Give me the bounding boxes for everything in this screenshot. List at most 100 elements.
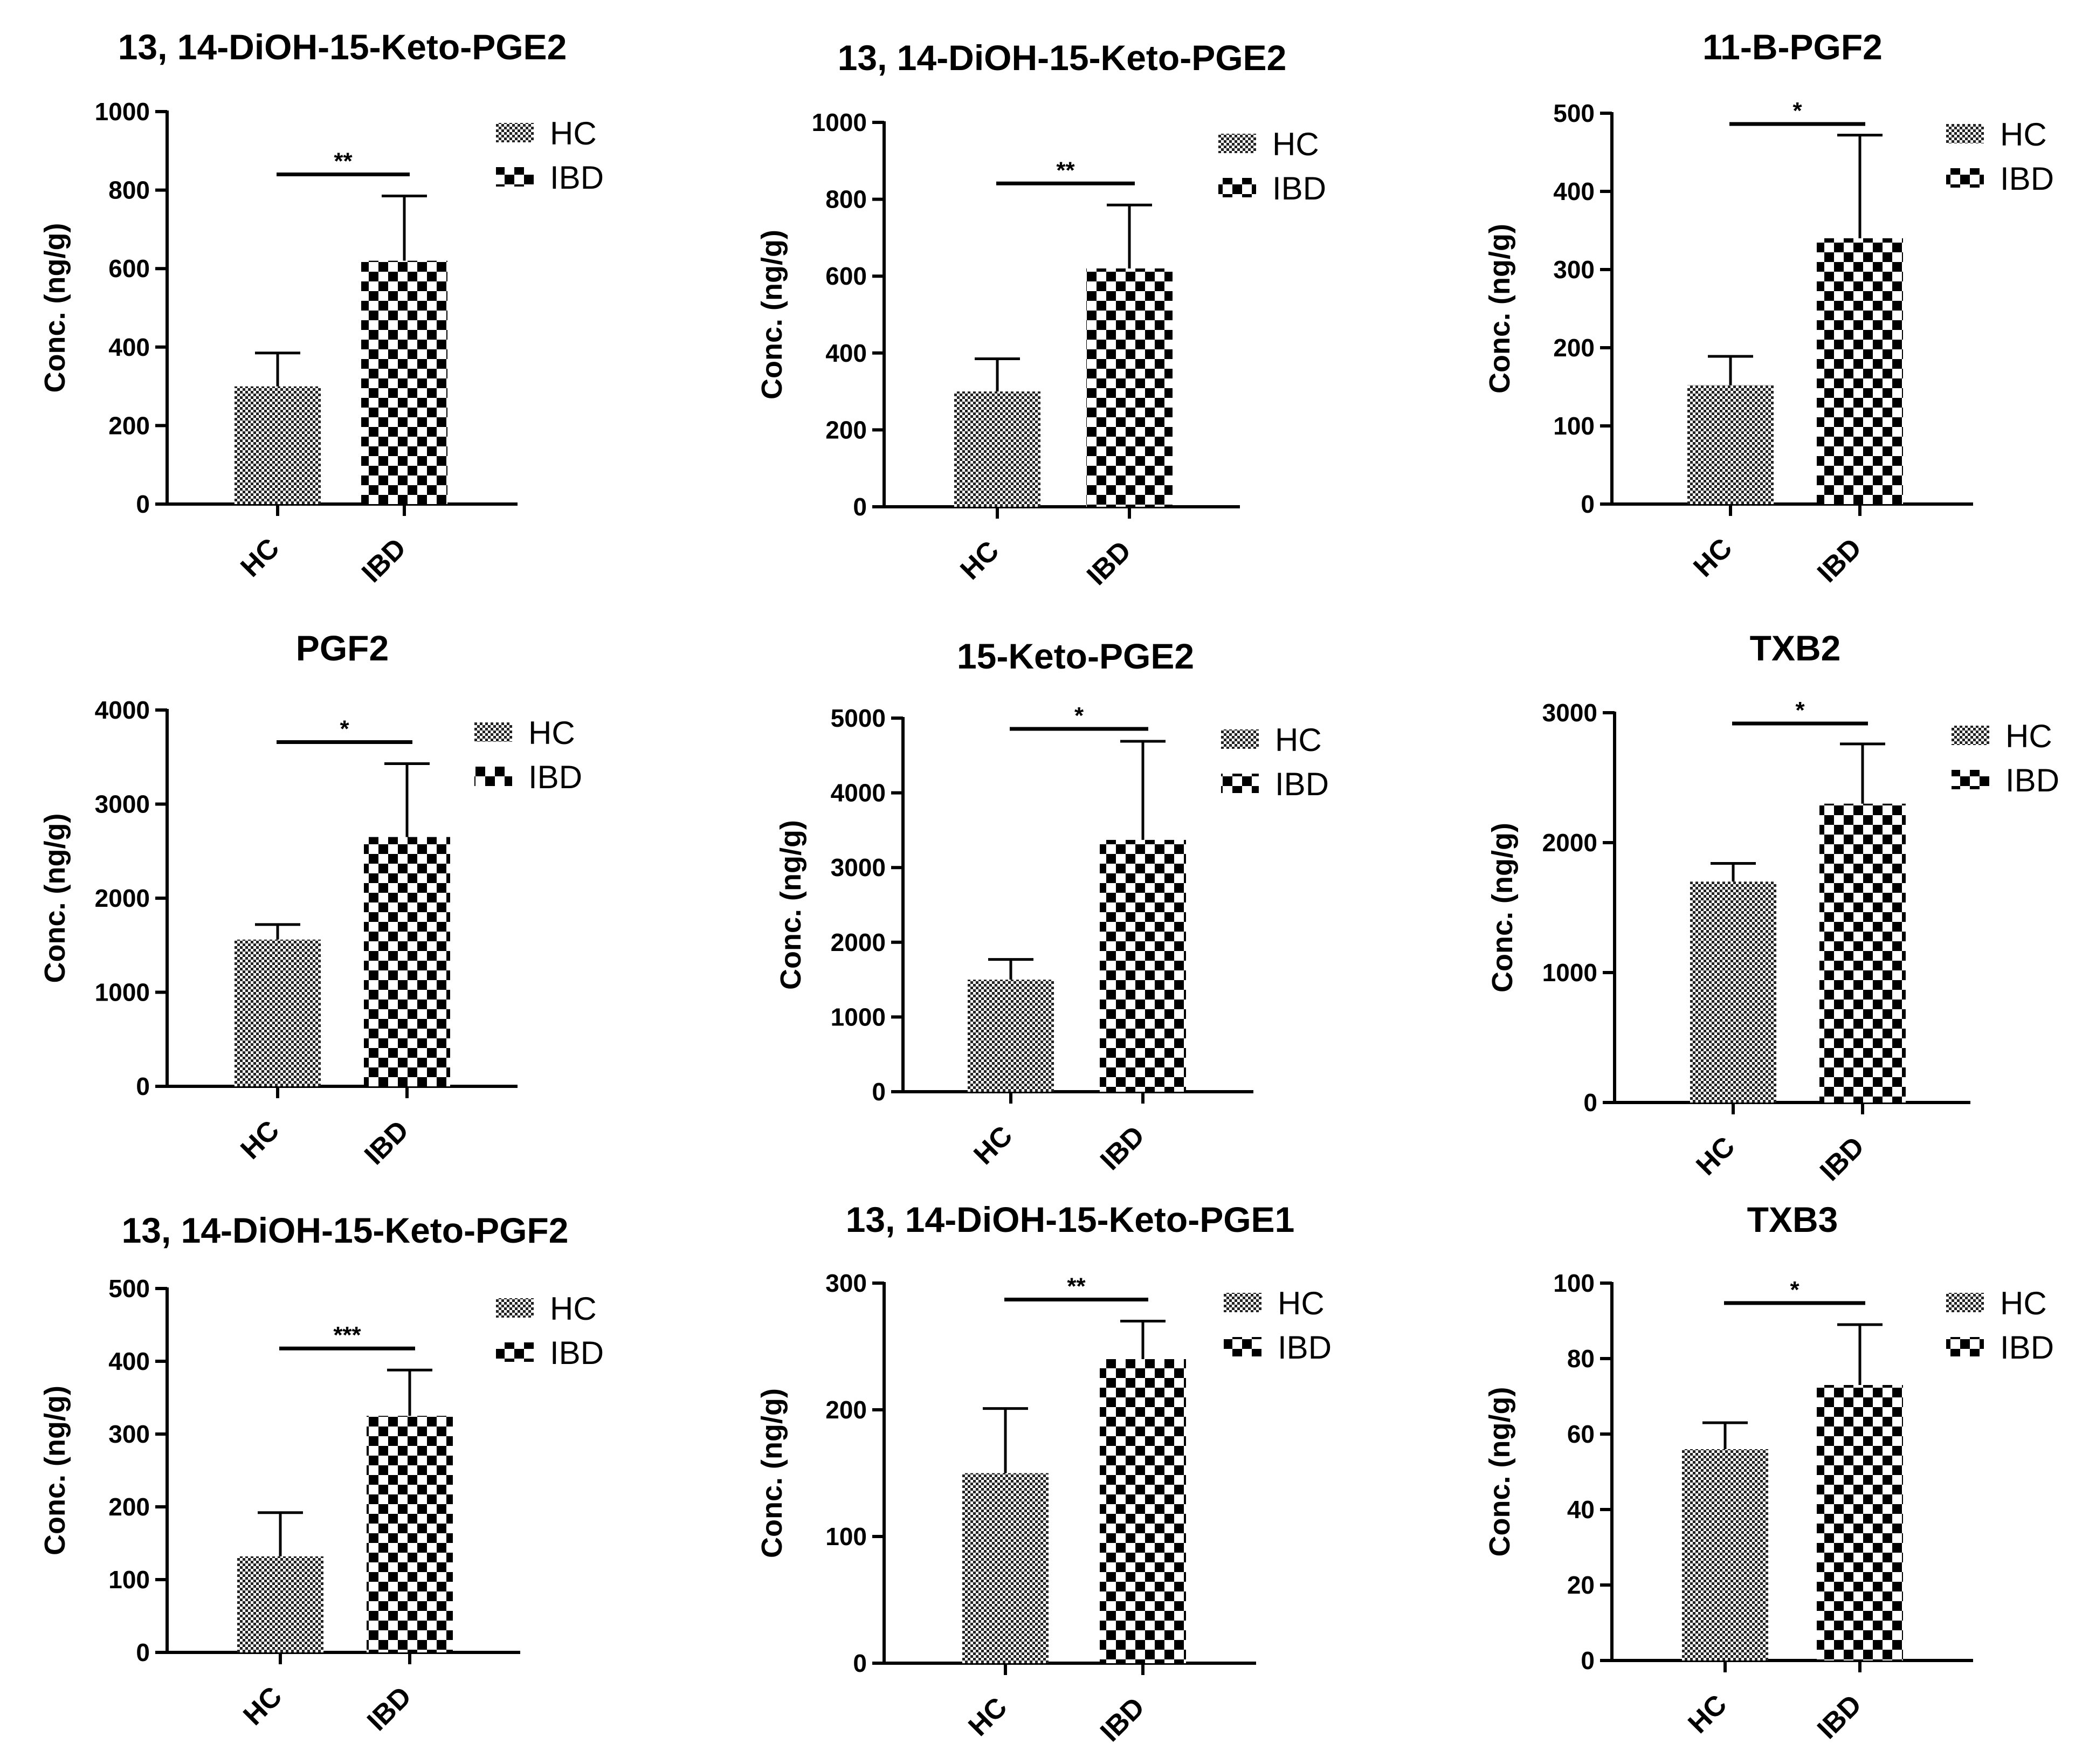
y-axis-label: Conc. (ng/g): [1486, 823, 1519, 993]
chart-panel-2: 13, 14-DiOH-15-Keto-PGE2 0 200 400 600 800 100…: [756, 38, 1326, 591]
chart-title: 15-Keto-PGE2: [957, 636, 1194, 676]
bar-hc: [968, 980, 1054, 1092]
chart-title: 11-B-PGF2: [1702, 27, 1883, 67]
significance-label: *: [340, 715, 349, 742]
legend-swatch-ibd: [1224, 1337, 1261, 1356]
legend-swatch-hc: [1946, 1293, 1984, 1312]
x-tick-label: IBD: [1094, 1691, 1150, 1747]
y-tick-label: 300: [108, 1420, 150, 1448]
x-tick-label: HC: [237, 1680, 288, 1731]
significance-label: ***: [333, 1322, 361, 1348]
legend-label-hc: HC: [528, 715, 575, 751]
x-tick-label: HC: [968, 1120, 1018, 1170]
chart-panel-8: 13, 14-DiOH-15-Keto-PGE1 0 100 200 300 Conc. …: [756, 1200, 1332, 1748]
y-tick-label: 20: [1567, 1571, 1595, 1599]
y-axis-label: Conc. (ng/g): [39, 1386, 71, 1555]
legend-swatch-hc: [1221, 729, 1259, 749]
y-axis-label: Conc. (ng/g): [756, 230, 788, 399]
y-tick-label: 500: [108, 1274, 150, 1303]
x-tick-label: HC: [1682, 1689, 1733, 1739]
legend-label-ibd: IBD: [550, 160, 604, 196]
y-tick-label: 300: [825, 1269, 867, 1297]
legend-swatch-ibd: [496, 167, 534, 187]
legend-label-ibd: IBD: [1272, 170, 1326, 206]
y-tick-label: 2000: [1542, 829, 1597, 857]
legend-label-hc: HC: [2005, 718, 2052, 754]
x-tick-label: HC: [954, 535, 1005, 585]
y-axis-label: Conc. (ng/g): [39, 814, 71, 983]
chart-title: TXB3: [1747, 1200, 1838, 1239]
legend-swatch-ibd: [1946, 1337, 1984, 1356]
y-tick-label: 1000: [831, 1003, 886, 1031]
legend-swatch-ibd: [1218, 178, 1256, 197]
y-tick-label: 100: [825, 1522, 867, 1551]
legend-swatch-ibd: [1221, 774, 1259, 793]
bar-hc: [237, 1556, 323, 1652]
y-axis-label: Conc. (ng/g): [1484, 1387, 1516, 1557]
chart-panel-1: 13, 14-DiOH-15-Keto-PGE2 0 200 400 600 800 100…: [39, 27, 604, 589]
x-tick-label: IBD: [1811, 532, 1867, 588]
significance-label: **: [1056, 157, 1075, 183]
y-tick-label: 0: [136, 1638, 150, 1666]
x-tick-label: IBD: [356, 532, 412, 588]
x-tick-label: HC: [235, 1114, 285, 1165]
y-tick-label: 0: [872, 1078, 886, 1106]
significance-label: **: [1067, 1273, 1086, 1300]
legend-label-hc: HC: [1278, 1285, 1325, 1321]
y-tick-label: 200: [108, 411, 150, 439]
chart-panel-6: TXB2 0 1000 2000 3000 Conc. (ng/g) HC IBD * HC IBD: [1486, 628, 2059, 1187]
y-tick-label: 100: [1553, 1269, 1595, 1297]
bar-ibd: [1100, 1359, 1186, 1663]
bar-ibd: [1819, 803, 1906, 1102]
legend-swatch-hc: [1952, 726, 1989, 745]
chart-panel-3: 11-B-PGF2 0 100 200 300 400 500 Conc. (ng/g) HC I…: [1484, 27, 2054, 589]
legend-swatch-hc: [1218, 134, 1256, 153]
chart-title: 13, 14-DiOH-15-Keto-PGF2: [122, 1210, 569, 1250]
legend-label-ibd: IBD: [2000, 161, 2054, 197]
bar-hc: [962, 1473, 1049, 1663]
y-axis-label: Conc. (ng/g): [39, 223, 71, 393]
y-tick-label: 100: [108, 1566, 150, 1594]
y-tick-label: 1000: [812, 108, 867, 136]
y-tick-label: 40: [1567, 1496, 1595, 1524]
y-tick-label: 1000: [95, 979, 150, 1007]
y-axis-label: Conc. (ng/g): [756, 1388, 788, 1558]
y-tick-label: 2000: [95, 884, 150, 912]
y-tick-label: 5000: [831, 704, 886, 732]
significance-label: *: [1795, 697, 1805, 723]
x-tick-label: HC: [235, 532, 285, 583]
y-tick-label: 100: [1553, 412, 1595, 440]
x-tick-label: HC: [962, 1691, 1013, 1742]
y-tick-label: 200: [825, 416, 867, 444]
legend-label-hc: HC: [550, 115, 597, 151]
bar-ibd: [1817, 238, 1903, 504]
y-tick-label: 1000: [95, 98, 150, 126]
x-tick-label: HC: [1687, 532, 1738, 583]
y-tick-label: 2000: [831, 928, 886, 956]
legend-swatch-ibd: [474, 767, 512, 786]
legend-label-ibd: IBD: [1275, 766, 1329, 802]
y-tick-label: 800: [108, 176, 150, 204]
y-tick-label: 600: [825, 262, 867, 290]
y-tick-label: 400: [108, 333, 150, 361]
legend-label-hc: HC: [2000, 1285, 2047, 1321]
legend-label-ibd: IBD: [550, 1335, 604, 1371]
y-tick-label: 0: [853, 1649, 867, 1677]
x-tick-label: IBD: [1814, 1131, 1870, 1187]
chart-title: 13, 14-DiOH-15-Keto-PGE2: [118, 27, 567, 67]
legend-swatch-hc: [474, 722, 512, 742]
chart-title: TXB2: [1750, 628, 1841, 668]
bar-ibd: [1817, 1385, 1903, 1660]
y-axis-label: Conc. (ng/g): [1484, 224, 1516, 394]
significance-label: *: [1792, 98, 1802, 124]
y-tick-label: 0: [136, 1072, 150, 1100]
legend-swatch-hc: [1946, 124, 1984, 143]
legend-label-hc: HC: [2000, 116, 2047, 153]
chart-panel-4: PGF2 0 1000 2000 3000 4000 Conc. (ng/g) HC IBD * H…: [39, 628, 582, 1171]
legend-swatch-hc: [496, 1298, 534, 1318]
chart-title: PGF2: [296, 628, 389, 668]
chart-panel-5: 15-Keto-PGE2 0 1000 2000 3000 4000 5000 Conc. (…: [775, 636, 1329, 1176]
bar-ibd: [367, 1416, 453, 1652]
